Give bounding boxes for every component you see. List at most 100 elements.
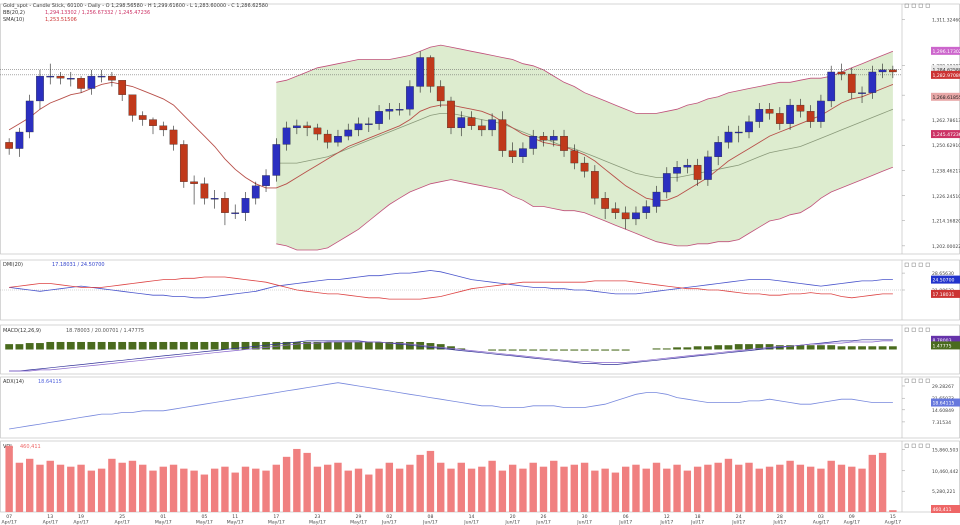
volume-bar <box>457 462 465 512</box>
volume-bar <box>642 468 650 512</box>
x-tick-month: Aug/17 <box>885 520 901 525</box>
candle-body <box>344 129 353 137</box>
candle-body <box>87 75 96 89</box>
candle-body <box>282 127 291 145</box>
candle-body <box>529 135 538 149</box>
x-tick-day: 23 <box>314 514 320 520</box>
macd-values: 18.78003 / 20.00701 / 1.47775 <box>66 328 144 334</box>
candle-body <box>591 171 599 199</box>
volume-bar <box>77 464 85 512</box>
x-tick-month: Aug/17 <box>813 520 829 525</box>
macd-histogram-bar <box>128 341 137 350</box>
volume-bar <box>601 468 609 512</box>
macd-histogram-bar <box>416 341 425 350</box>
volume-bar <box>149 470 157 512</box>
price-badge <box>931 398 960 407</box>
candle-body <box>560 135 568 151</box>
macd-histogram-bar <box>395 341 404 350</box>
panel-control-icon <box>911 327 916 332</box>
price-badge-label: 1,284.62580 <box>933 67 960 73</box>
volume-bar <box>334 462 342 512</box>
y-tick-label: 1,226.24510 <box>932 194 960 200</box>
candle-body <box>714 142 723 157</box>
x-tick-day: 20 <box>510 514 516 520</box>
volume-bar <box>663 468 671 512</box>
candle-body <box>549 135 558 141</box>
candle-body <box>200 183 209 199</box>
macd-histogram-bar <box>87 341 96 350</box>
macd-histogram-bar <box>590 349 599 351</box>
x-tick-month: Aug/17 <box>844 520 860 525</box>
volume-bar <box>241 466 250 512</box>
macd-histogram-bar <box>539 349 548 351</box>
macd-histogram-bar <box>734 344 743 350</box>
price-badge-label: 460,411 <box>933 507 952 513</box>
volume-bar <box>344 470 352 512</box>
volume-bar <box>508 464 517 512</box>
candle-body <box>847 73 856 93</box>
candle-body <box>179 144 188 182</box>
macd-histogram-bar <box>66 341 75 350</box>
candle-body <box>786 104 794 124</box>
macd-histogram-bar <box>405 341 414 350</box>
candle-body <box>169 129 178 145</box>
candle-body <box>745 121 753 133</box>
volume-bar <box>221 466 229 512</box>
volume-bar <box>488 460 496 512</box>
macd-histogram-bar <box>272 341 281 350</box>
macd-histogram-bar <box>786 345 795 350</box>
macd-signal-line <box>9 340 893 372</box>
candle-body <box>467 117 476 126</box>
candle-body <box>477 125 486 131</box>
price-badge <box>931 46 960 55</box>
macd-histogram-bar <box>457 348 466 350</box>
volume-bar <box>5 445 13 512</box>
macd-histogram-bar <box>313 341 322 350</box>
volume-bar <box>108 458 116 512</box>
price-badge <box>931 275 960 284</box>
candle-body <box>704 156 712 180</box>
volume-bar <box>139 464 147 512</box>
macd-histogram-bar <box>817 345 825 350</box>
volume-bar <box>889 510 897 512</box>
x-tick-month: May/17 <box>196 520 213 525</box>
vol-badges: 460,411 <box>931 505 960 513</box>
candle-body <box>796 104 805 112</box>
dmi-values: 17.18031 / 24.50700 <box>52 262 105 268</box>
volume-bar <box>580 462 589 512</box>
volume-bar <box>621 466 630 512</box>
price-badge-label: 24.50700 <box>933 278 955 284</box>
panel-control-icon <box>925 3 930 8</box>
candle-body <box>827 71 836 102</box>
macd-histogram-bar <box>169 341 178 350</box>
x-tick-month: May/17 <box>227 520 244 525</box>
candle-body <box>241 198 250 213</box>
macd-histogram-bar <box>334 341 342 350</box>
macd-histogram-bar <box>549 349 558 351</box>
candle-body <box>724 131 733 143</box>
volume-bar <box>159 466 167 512</box>
main-title: Gold_spot - Candle Stick, 60100 - Daily … <box>3 3 268 9</box>
price-badge <box>931 65 960 74</box>
volume-bar <box>848 466 856 512</box>
x-tick-month: May/17 <box>155 520 172 525</box>
panel-control-icon <box>904 378 909 383</box>
volume-bar <box>817 468 825 512</box>
volume-bar <box>837 464 846 512</box>
x-tick-day: 25 <box>119 514 125 520</box>
volume-bar <box>683 470 692 512</box>
volume-bar <box>426 450 435 512</box>
bb-legend: BB(20,2) <box>3 10 25 16</box>
volume-bar <box>550 460 558 512</box>
macd-histogram-bar <box>323 341 332 350</box>
macd-histogram-bar <box>621 349 630 351</box>
candle-body <box>66 78 75 80</box>
price-badge-label: 17.18031 <box>933 292 955 298</box>
x-tick-month: Apr/17 <box>115 520 130 525</box>
panel-control-icon <box>918 378 923 383</box>
macd-histogram-bar <box>714 345 723 350</box>
y-tick-label: 1,262.78613 <box>932 118 960 124</box>
macd-histogram-bar <box>251 341 260 350</box>
